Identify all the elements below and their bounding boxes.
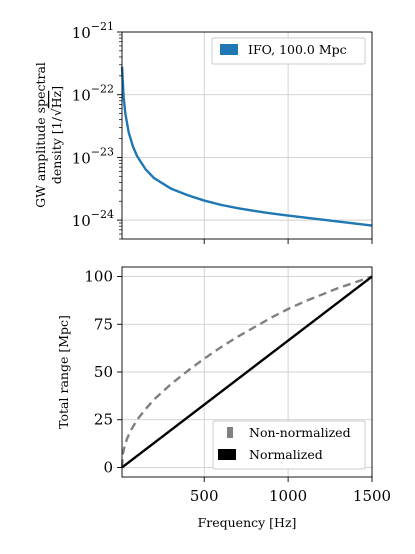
bottom-ytick-label-50: 50	[94, 363, 113, 381]
bottom-legend-label-non-normalized: Non-normalized	[249, 425, 351, 440]
top-legend-swatch	[220, 44, 238, 55]
sqrt-sign: √	[49, 108, 64, 116]
bottom-ytick-label-75: 75	[94, 315, 113, 333]
top-ytick-label-1: 10−22	[72, 83, 114, 105]
top-ylabel-line1: GW amplitude spectral	[33, 62, 48, 208]
bottom-series-normalized	[121, 275, 373, 469]
top-ylabel: GW amplitude spectral density [1/√Hz]	[33, 62, 64, 208]
bottom-ytick-label-100: 100	[84, 268, 113, 286]
bottom-xtick-label-1500: 1500	[353, 487, 391, 505]
bottom-legend-swatch-non-normalized	[227, 427, 233, 438]
top-ytick-label-0: 10−21	[72, 20, 114, 42]
top-legend-box	[211, 37, 366, 65]
bottom-legend: Non-normalized Normalized	[212, 420, 366, 470]
top-legend-label: IFO, 100.0 Mpc	[248, 42, 347, 57]
bottom-series-non-normalized	[120, 275, 373, 468]
bottom-xtick-label-1000: 1000	[269, 487, 307, 505]
top-ticks: 10−21 10−22 10−23 10−24	[72, 20, 373, 244]
bottom-ytick-label-25: 25	[94, 411, 113, 429]
bottom-ticks: 500 1000 1500 0 25 50 75 100	[84, 268, 391, 505]
top-ylabel-line2: density [1/√Hz]	[49, 86, 64, 184]
bottom-legend-label-normalized: Normalized	[249, 447, 323, 462]
bottom-ylabel: Total range [Mpc]	[56, 315, 71, 429]
bottom-legend-box	[212, 420, 366, 470]
top-axes-frame	[121, 31, 373, 240]
top-ylabel-prefix: density [1/	[49, 116, 64, 184]
top-ylabel-radicand: Hz	[49, 90, 64, 108]
bottom-xtick-label-500: 500	[190, 487, 219, 505]
top-panel: 10−21 10−22 10−23 10−24 GW amplitude spectr…	[33, 20, 373, 244]
top-legend: IFO, 100.0 Mpc	[211, 37, 366, 65]
top-ytick-label-3: 10−24	[72, 208, 114, 230]
bottom-xlabel: Frequency [Hz]	[198, 515, 297, 530]
top-series-layer	[120, 66, 373, 227]
top-series-line	[120, 66, 373, 227]
top-ylabel-suffix: ]	[49, 86, 64, 91]
bottom-legend-swatch-normalized	[218, 449, 236, 460]
bottom-series-layer	[120, 275, 373, 469]
top-ytick-label-2: 10−23	[72, 145, 114, 167]
bottom-ytick-label-0: 0	[103, 458, 113, 476]
